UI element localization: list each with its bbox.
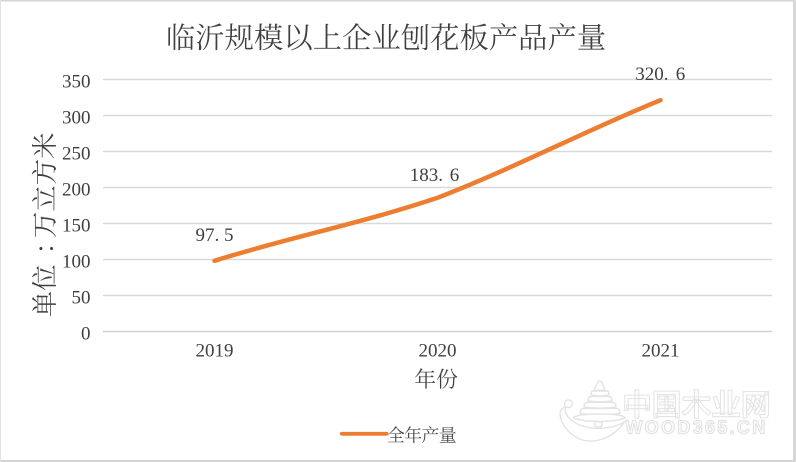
svg-text:6: 6: [676, 64, 686, 85]
svg-text:300: 300: [62, 108, 91, 129]
svg-text:2020: 2020: [419, 341, 457, 362]
svg-text:6: 6: [450, 165, 460, 186]
svg-text:320.: 320.: [635, 64, 668, 85]
svg-text:5: 5: [224, 225, 234, 246]
svg-text:2021: 2021: [642, 341, 680, 362]
svg-text:2019: 2019: [196, 341, 234, 362]
svg-text:150: 150: [62, 216, 91, 237]
svg-text:183.: 183.: [410, 165, 443, 186]
svg-text:WOOD365.CN: WOOD365.CN: [626, 418, 768, 438]
svg-text:350: 350: [62, 72, 91, 93]
svg-text:200: 200: [62, 180, 91, 201]
svg-text:0: 0: [81, 324, 91, 345]
svg-text:97.: 97.: [196, 225, 220, 246]
svg-text:100: 100: [62, 252, 91, 273]
svg-text:50: 50: [72, 288, 91, 309]
svg-text:250: 250: [62, 144, 91, 165]
